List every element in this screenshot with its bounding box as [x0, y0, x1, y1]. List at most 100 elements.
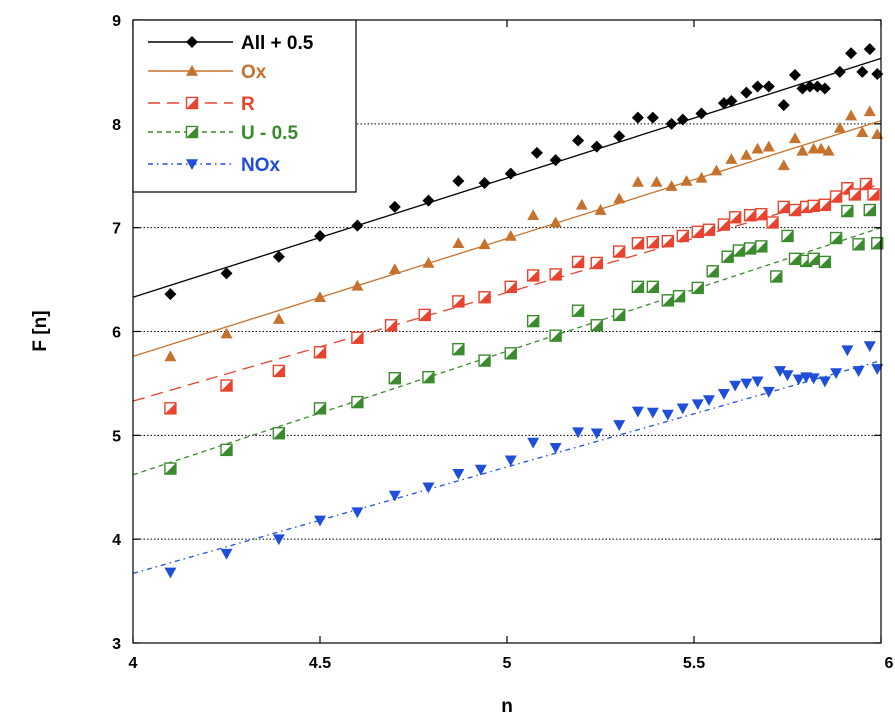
marker-fill — [782, 230, 793, 242]
point-ox — [833, 121, 846, 133]
y-tick-label-7: 7 — [112, 221, 121, 238]
legend-marker-nox — [186, 159, 198, 170]
point-u-0-5 — [781, 229, 794, 243]
point-all-0-5 — [695, 107, 708, 120]
y-tick-label-6: 6 — [112, 325, 121, 342]
marker-fill — [677, 230, 689, 242]
marker-fill — [273, 427, 285, 439]
point-r — [743, 209, 757, 222]
point-r — [818, 198, 832, 212]
point-all-0-5 — [220, 267, 233, 280]
point-nox — [717, 389, 730, 400]
point-all-0-5 — [871, 67, 884, 80]
point-nox — [351, 507, 364, 519]
point-r — [613, 245, 626, 258]
point-nox — [474, 464, 487, 476]
point-nox — [631, 406, 644, 418]
point-u-0-5 — [770, 270, 783, 283]
point-ox — [680, 174, 693, 186]
marker-fill — [351, 332, 363, 344]
point-u-0-5 — [661, 294, 675, 307]
point-u-0-5 — [691, 281, 704, 295]
point-ox — [710, 164, 723, 176]
marker-fill — [505, 281, 517, 293]
marker-fill — [830, 191, 842, 203]
point-u-0-5 — [526, 314, 540, 328]
marker-fill — [819, 199, 831, 211]
marker-fill — [221, 444, 232, 456]
point-nox — [549, 442, 562, 454]
point-u-0-5 — [818, 255, 832, 269]
legend-box — [132, 19, 357, 193]
y-tick-labels: 3 4 5 6 7 8 9 — [112, 13, 121, 653]
point-all-0-5 — [803, 80, 816, 93]
marker-fill — [733, 245, 745, 257]
marker-fill — [550, 268, 562, 280]
marker-fill — [841, 205, 853, 217]
point-u-0-5 — [504, 347, 517, 360]
point-nox — [762, 386, 775, 398]
point-ox — [613, 192, 626, 204]
point-r — [526, 269, 540, 282]
marker-fill — [164, 463, 176, 475]
point-all-0-5 — [762, 80, 775, 93]
point-nox — [613, 420, 626, 431]
marker-fill — [692, 226, 704, 238]
point-all-0-5 — [856, 65, 869, 78]
point-nox — [830, 368, 843, 380]
point-all-0-5 — [863, 43, 876, 56]
point-r — [590, 256, 603, 270]
point-u-0-5 — [841, 204, 854, 218]
point-all-0-5 — [788, 69, 801, 82]
point-ox — [665, 180, 678, 191]
marker-fill — [527, 315, 539, 327]
point-u-0-5 — [863, 203, 876, 217]
marker-fill — [849, 188, 861, 200]
x-tick-label-5: 5 — [503, 655, 512, 672]
point-ox — [388, 263, 401, 274]
point-r — [272, 364, 286, 378]
point-all-0-5 — [777, 99, 790, 112]
point-nox — [527, 437, 540, 449]
y-tick-label-3: 3 — [112, 636, 121, 653]
marker-fill — [755, 208, 767, 220]
point-u-0-5 — [871, 237, 884, 250]
marker-fill — [422, 371, 434, 383]
fit-line-all-0-5 — [132, 57, 882, 298]
marker-fill — [591, 319, 603, 331]
x-tick-label-6: 6 — [885, 655, 894, 672]
point-ox — [452, 237, 465, 249]
point-nox — [691, 399, 704, 411]
point-u-0-5 — [852, 238, 865, 251]
point-nox — [572, 427, 585, 439]
point-u-0-5 — [721, 250, 734, 263]
point-u-0-5 — [613, 308, 626, 322]
point-nox — [164, 567, 177, 579]
marker-fill — [744, 209, 756, 221]
point-all-0-5 — [530, 146, 543, 159]
point-nox — [702, 395, 715, 407]
legend-marker-u-0-5 — [185, 125, 199, 139]
legend-item-ox: Ox — [148, 62, 267, 83]
point-nox — [863, 341, 876, 353]
legend-label-r: R — [241, 94, 255, 115]
point-nox — [774, 366, 787, 377]
point-r — [384, 319, 398, 332]
marker-fill — [591, 257, 603, 269]
marker-fill — [550, 330, 562, 342]
point-nox — [388, 490, 401, 502]
point-u-0-5 — [788, 252, 802, 266]
point-all-0-5 — [665, 117, 678, 130]
point-r — [676, 229, 689, 243]
point-nox — [841, 345, 854, 357]
point-r — [418, 308, 431, 322]
marker-fill — [452, 343, 464, 355]
marker-fill — [572, 256, 584, 268]
point-u-0-5 — [590, 319, 603, 332]
point-u-0-5 — [422, 370, 435, 384]
point-r — [504, 280, 517, 294]
marker-fill — [703, 224, 715, 236]
marker-fill — [744, 242, 756, 254]
marker-fill — [186, 126, 198, 138]
marker-fill — [632, 281, 644, 293]
